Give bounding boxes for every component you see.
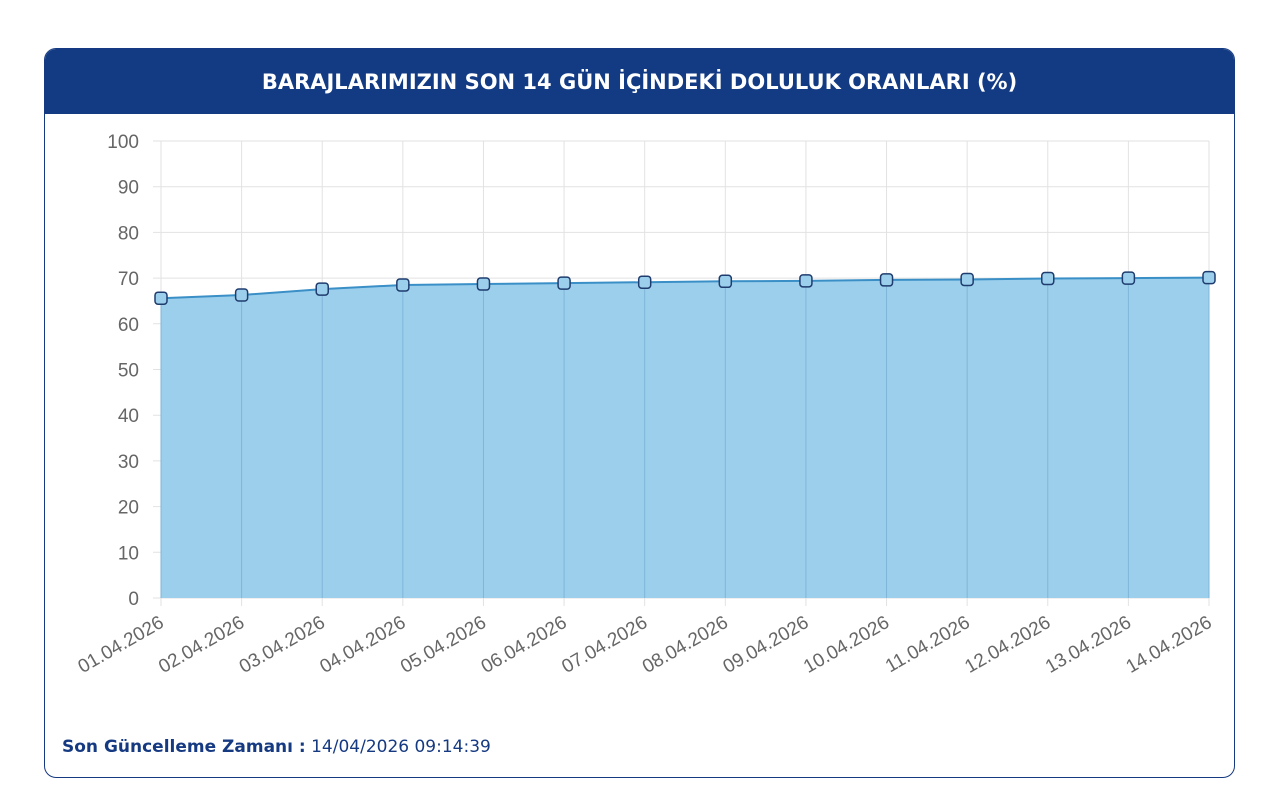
chart-title: BARAJLARIMIZIN SON 14 GÜN İÇİNDEKİ DOLUL… bbox=[45, 49, 1234, 114]
point-marker bbox=[1041, 271, 1055, 286]
x-tick-label: 12.04.2026 bbox=[961, 612, 1054, 678]
x-tick-label: 08.04.2026 bbox=[639, 612, 732, 678]
x-tick-label: 07.04.2026 bbox=[558, 612, 651, 678]
y-tick-label: 20 bbox=[118, 498, 139, 519]
y-tick-label: 90 bbox=[118, 178, 139, 199]
area bbox=[161, 277, 1209, 598]
point-marker bbox=[960, 272, 974, 287]
y-tick-label: 80 bbox=[118, 223, 139, 244]
update-info: Son Güncelleme Zamanı : 14/04/2026 09:14… bbox=[62, 737, 491, 757]
point-marker bbox=[637, 275, 652, 289]
x-tick-label: 14.04.2026 bbox=[1123, 612, 1216, 678]
x-tick-label: 01.04.2026 bbox=[75, 612, 168, 678]
point-marker bbox=[396, 278, 410, 292]
update-label: Son Güncelleme Zamanı : bbox=[62, 737, 306, 757]
line bbox=[160, 276, 1210, 300]
y-tick-label: 50 bbox=[118, 361, 139, 382]
y-tick-label: 0 bbox=[128, 589, 139, 610]
y-tick-label: 30 bbox=[118, 452, 139, 473]
x-tick-label: 02.04.2026 bbox=[155, 612, 248, 678]
y-tick-label: 100 bbox=[107, 132, 139, 153]
point-marker bbox=[879, 273, 894, 287]
x-tick-label: 09.04.2026 bbox=[720, 612, 813, 678]
x-tick-label: 03.04.2026 bbox=[236, 612, 329, 678]
y-tick-label: 10 bbox=[118, 543, 139, 564]
point-marker bbox=[154, 291, 168, 305]
y-tick-label: 70 bbox=[118, 269, 139, 290]
point-marker bbox=[799, 274, 813, 288]
y-tick-label: 40 bbox=[118, 406, 139, 427]
x-tick-label: 11.04.2026 bbox=[882, 612, 974, 677]
point-marker bbox=[1121, 271, 1136, 285]
point-marker bbox=[718, 274, 733, 289]
point-marker bbox=[476, 277, 491, 291]
x-tick-label: 05.04.2026 bbox=[397, 612, 490, 678]
update-time: 14/04/2026 09:14:39 bbox=[311, 737, 491, 757]
x-tick-label: 10.04.2026 bbox=[800, 612, 893, 678]
chart-card: BARAJLARIMIZIN SON 14 GÜN İÇİNDEKİ DOLUL… bbox=[44, 48, 1235, 778]
point-marker bbox=[1202, 270, 1216, 285]
point-marker bbox=[234, 288, 249, 302]
x-tick-label: 06.04.2026 bbox=[478, 612, 571, 678]
x-tick-label: 04.04.2026 bbox=[316, 612, 409, 678]
x-tick-label: 13.04.2026 bbox=[1042, 612, 1135, 678]
point-marker bbox=[557, 276, 571, 290]
point-marker bbox=[315, 282, 329, 296]
y-tick-label: 60 bbox=[118, 315, 139, 336]
